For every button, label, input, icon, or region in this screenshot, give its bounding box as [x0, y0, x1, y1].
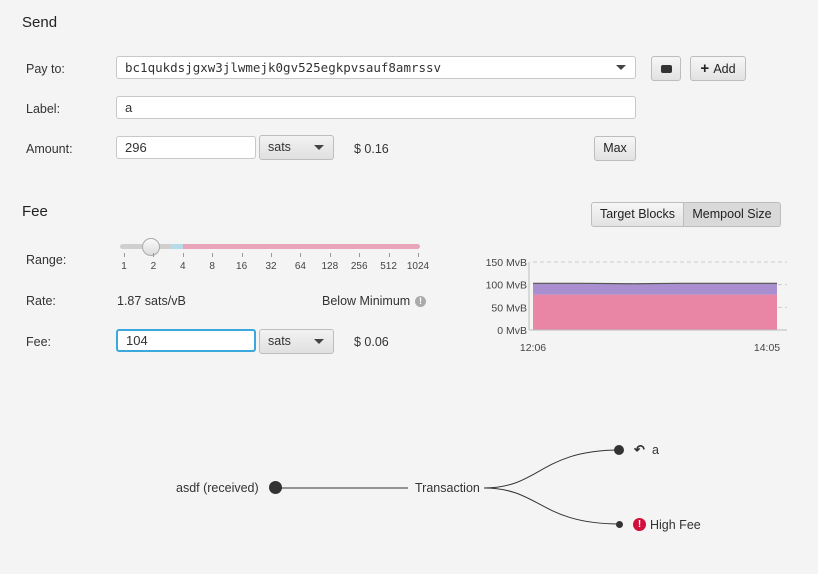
- pay-to-label: Pay to:: [26, 62, 65, 76]
- tick-label: 1: [121, 261, 127, 272]
- label-label: Label:: [26, 102, 61, 116]
- tick-mark: [124, 253, 125, 257]
- fee-mode-tabs: Target Blocks Mempool Size: [591, 202, 781, 227]
- tick-label: 256: [350, 261, 368, 272]
- pay-to-input[interactable]: bc1qukdsjgxw3jlwmejk0gv525egkpvsauf8amrs…: [116, 56, 636, 79]
- add-button[interactable]: + Add: [690, 56, 746, 81]
- pay-to-value: bc1qukdsjgxw3jlwmejk0gv525egkpvsauf8amrs…: [125, 60, 442, 75]
- reply-all-icon: ↶: [634, 442, 645, 457]
- tick-label: 4: [180, 261, 186, 272]
- tab-target-blocks[interactable]: Target Blocks: [591, 202, 684, 227]
- add-label: Add: [713, 62, 736, 76]
- amount-fiat: $ 0.16: [354, 142, 389, 156]
- range-label: Range:: [26, 253, 67, 267]
- chevron-down-icon: [616, 65, 626, 70]
- tick-mark: [212, 253, 214, 257]
- tick-label: 2: [150, 261, 157, 272]
- amount-input[interactable]: 296: [116, 136, 256, 159]
- rate-label: Rate:: [26, 294, 56, 308]
- fee-title: Fee: [22, 203, 48, 220]
- amount-unit-select[interactable]: sats: [259, 135, 334, 160]
- fee-unit-select[interactable]: sats: [259, 329, 334, 354]
- amount-unit: sats: [268, 140, 291, 154]
- camera-button[interactable]: [651, 56, 681, 81]
- output-label: a: [652, 443, 659, 457]
- rate-status: Below Minimum: [322, 294, 411, 308]
- tick-label: 16: [236, 261, 248, 272]
- y-tick-label: 0 MvB: [497, 325, 527, 337]
- tick-mark: [359, 253, 361, 257]
- fee-label: Fee:: [26, 335, 52, 349]
- max-button[interactable]: Max: [594, 136, 636, 161]
- y-tick-label: 50 MvB: [491, 302, 527, 314]
- info-icon[interactable]: !: [415, 296, 426, 307]
- tick-mark: [182, 253, 184, 257]
- tick-label: 32: [265, 261, 277, 272]
- send-title: Send: [22, 14, 58, 31]
- fee-unit: sats: [268, 334, 291, 348]
- tx-diagram-lines: [276, 449, 621, 525]
- x-tick-label: 14:05: [754, 342, 780, 354]
- fee-node[interactable]: [616, 521, 623, 528]
- tick-mark: [241, 253, 243, 257]
- amount-label: Amount:: [26, 142, 73, 156]
- fee-output-label: High Fee: [650, 518, 701, 532]
- y-tick-label: 150 MvB: [486, 257, 527, 269]
- tick-label: 512: [380, 261, 397, 272]
- error-icon: !: [633, 518, 646, 531]
- tick-label: 1024: [406, 261, 430, 272]
- input-label: asdf (received): [176, 481, 259, 495]
- tick-mark: [271, 253, 272, 257]
- tick-mark: [300, 253, 302, 257]
- tick-label: 64: [294, 261, 306, 272]
- tick-label: 8: [209, 261, 215, 272]
- fee-fiat: $ 0.06: [354, 335, 389, 349]
- fee-input[interactable]: 104: [116, 329, 256, 352]
- mempool-chart: 150 MvB 100 MvB 50 MvB 0 MvB 12:06 14:05: [486, 257, 787, 354]
- label-input[interactable]: a: [116, 96, 636, 119]
- chevron-down-icon: [314, 145, 324, 150]
- tick-mark: [153, 253, 155, 257]
- chevron-down-icon: [314, 339, 324, 344]
- area-series-0: [533, 294, 777, 330]
- tick-mark: [418, 253, 419, 257]
- plus-icon: +: [700, 60, 714, 77]
- input-node[interactable]: [269, 481, 282, 494]
- tab-mempool-size[interactable]: Mempool Size: [684, 202, 781, 227]
- fee-range-slider[interactable]: [120, 244, 420, 249]
- rate-value: 1.87 sats/vB: [117, 294, 186, 308]
- tick-mark: [388, 253, 390, 257]
- slider-thumb[interactable]: [142, 238, 160, 256]
- y-tick-label: 100 MvB: [486, 280, 527, 292]
- transaction-label: Transaction: [415, 481, 480, 495]
- camera-icon: [660, 64, 672, 73]
- tick-label: 128: [321, 261, 339, 272]
- output-node[interactable]: [614, 445, 624, 455]
- tick-mark: [329, 253, 331, 257]
- area-series-1: [533, 283, 777, 295]
- x-tick-label: 12:06: [520, 342, 546, 354]
